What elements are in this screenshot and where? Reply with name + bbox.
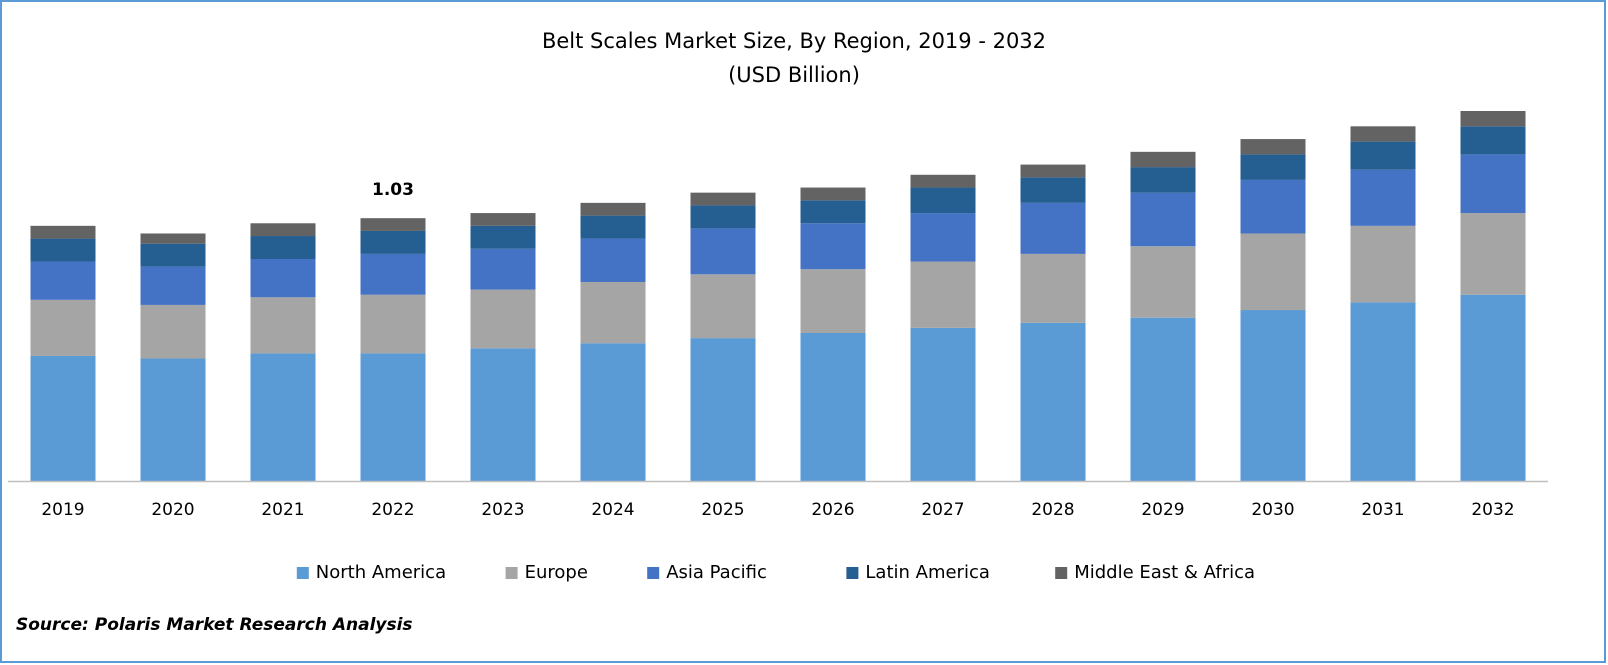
bar-segment [360,294,426,354]
legend-label: Europe [525,562,588,583]
bar-segment [360,253,426,295]
x-tick-label: 2025 [701,500,744,520]
bar-segment [1130,151,1196,168]
data-label: 1.03 [372,180,414,200]
bar-segment [1350,302,1416,481]
legend-swatch [846,567,859,579]
bar-segment [140,243,206,267]
x-tick-label: 2020 [151,500,194,520]
bar-segment [360,230,426,254]
legend-swatch [1055,567,1068,579]
bar-segment [1240,154,1306,180]
bar-segment [1350,225,1416,303]
bar-segment [1350,141,1416,170]
legend-swatch [647,567,660,579]
bar-segment [140,358,206,481]
bar-segment [690,228,756,275]
bar-segment [30,238,96,262]
bar-segment [1130,192,1196,247]
bar-segment [1020,164,1086,178]
bar-segment [140,266,206,305]
bar-segment [910,174,976,188]
x-tick-label: 2023 [481,500,524,520]
bar-segment [800,223,866,270]
bar-segment [800,269,866,333]
bar-segment [470,248,536,290]
bar-segment [250,236,316,259]
bar-segment [250,223,316,237]
bar-segment [910,327,976,481]
bar-segment [690,338,756,481]
bar-segment [1020,202,1086,254]
x-tick-label: 2022 [371,500,414,520]
legend-label: Asia Pacific [666,562,767,583]
bar-segment [1240,233,1306,311]
bar-segment [580,202,646,216]
chart-title: Belt Scales Market Size, By Region, 2019… [542,29,1046,53]
legend-label: North America [316,562,446,583]
bar-segment [1020,253,1086,323]
bar-segment [30,299,96,356]
x-tick-label: 2019 [41,500,84,520]
bar-segment [910,213,976,262]
bar-segment [910,261,976,328]
bar-segment [30,355,96,481]
bar-segment [910,187,976,214]
bar-segment [470,289,536,349]
bar-segment [360,353,426,481]
bar-segment [250,353,316,481]
chart-subtitle: (USD Billion) [728,63,860,87]
bar-segment [250,297,316,354]
bar-segment [690,274,756,339]
x-tick-label: 2027 [921,500,964,520]
bar-segment [1460,213,1526,295]
bar-segment [690,205,756,229]
x-tick-label: 2028 [1031,500,1074,520]
bar-segment [1240,179,1306,234]
bar-segment [140,304,206,359]
bar-segment [30,225,96,239]
legend-label: Middle East & Africa [1074,562,1255,583]
bar-segment [1020,322,1086,481]
bar-segment [580,238,646,282]
bar-segment [250,259,316,298]
bar-segment [800,333,866,481]
bar-segment [1460,126,1526,155]
bar-segment [1130,317,1196,481]
bar-segment [140,233,206,244]
bar-segment [800,200,866,224]
x-tick-label: 2026 [811,500,854,520]
x-tick-label: 2031 [1361,500,1404,520]
bar-segment [1130,246,1196,318]
bar-segment [1350,169,1416,226]
x-tick-label: 2024 [591,500,634,520]
bar-segment [470,213,536,226]
bar-segment [1020,177,1086,203]
bar-segment [1460,294,1526,481]
bar-segment [690,192,756,206]
bar-segment [360,218,426,231]
legend-swatch [296,567,309,579]
x-tick-label: 2029 [1141,500,1184,520]
x-tick-label: 2032 [1471,500,1514,520]
bar-segment [1130,167,1196,193]
x-tick-label: 2030 [1251,500,1294,520]
legend-swatch [505,567,518,579]
bar-segment [30,261,96,300]
bar-segment [1350,126,1416,142]
bar-segment [1240,310,1306,481]
bar-segment [1460,154,1526,214]
bar-segment [580,343,646,481]
bar-segment [470,348,536,481]
bar-segment [1460,111,1526,127]
bar-segment [470,225,536,249]
bar-segment [580,215,646,239]
bar-segment [1240,139,1306,155]
bar-segment [580,281,646,344]
legend-label: Latin America [865,562,990,583]
source-note: Source: Polaris Market Research Analysis [16,615,413,635]
bar-segment [800,187,866,201]
x-tick-label: 2021 [261,500,304,520]
